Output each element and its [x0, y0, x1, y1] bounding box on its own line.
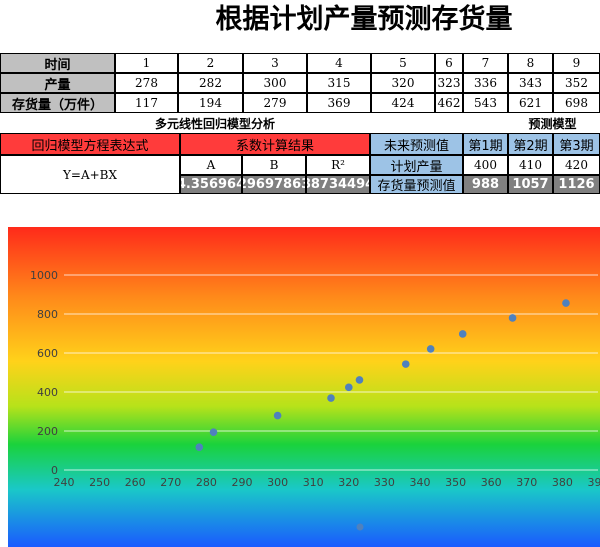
stock-forecast-label: 存货量预测值 [370, 175, 463, 194]
table-period-cell: 6 [435, 53, 463, 73]
table-output-cell: 343 [508, 73, 553, 93]
x-tick-label: 360 [481, 476, 502, 489]
page-title: 根据计划产量预测存货量 [215, 4, 513, 35]
plan-label: 计划产量 [370, 155, 463, 175]
table-stock-cell: 462 [435, 93, 463, 113]
table-output-cell: 278 [115, 73, 178, 93]
coef-value: 88734494 [306, 175, 370, 194]
x-tick-label: 380 [552, 476, 573, 489]
stock-forecast-value: 988 [463, 175, 508, 194]
x-tick-label: 390 [588, 476, 600, 489]
forecast-period-label: 第3期 [553, 133, 600, 155]
y-tick-label: 400 [37, 386, 58, 399]
y-tick-label: 600 [37, 347, 58, 360]
table-stock-cell: 621 [508, 93, 553, 113]
table-stock-cell: 194 [178, 93, 243, 113]
data-point [508, 314, 517, 322]
x-tick-label: 370 [516, 476, 537, 489]
x-tick-label: 340 [410, 476, 431, 489]
data-point [345, 383, 353, 392]
table-period-cell: 5 [371, 53, 435, 73]
data-point [355, 376, 364, 384]
x-tick-label: 300 [267, 476, 288, 489]
x-tick-label: 240 [54, 476, 75, 489]
table-header-time: 时间 [0, 53, 115, 73]
legend-marker [356, 523, 364, 531]
x-tick-label: 250 [89, 476, 110, 489]
table-row-label-stock: 存货量（万件） [0, 93, 115, 113]
table-stock-cell: 369 [307, 93, 371, 113]
table-stock-cell: 543 [463, 93, 508, 113]
stock-forecast-value: 1057 [508, 175, 553, 194]
table-period-cell: 2 [178, 53, 243, 73]
data-point [426, 345, 435, 353]
stock-forecast-value: 1126 [553, 175, 600, 194]
coef-label: B [242, 155, 306, 175]
coef-label: A [180, 155, 242, 175]
data-point [273, 411, 282, 420]
data-point [209, 428, 218, 436]
table-period-cell: 7 [463, 53, 508, 73]
data-point [562, 299, 570, 307]
table-period-cell: 9 [553, 53, 600, 73]
chart-background [8, 227, 600, 547]
plan-value: 420 [553, 155, 600, 175]
y-tick-label: 0 [51, 464, 58, 477]
table-period-cell: 8 [508, 53, 553, 73]
data-point [401, 360, 410, 368]
plan-value: 410 [508, 155, 553, 175]
table-output-cell: 282 [178, 73, 243, 93]
x-tick-label: 320 [338, 476, 359, 489]
equation-value: Y=A+BX [0, 155, 180, 194]
data-point [327, 394, 335, 402]
x-tick-label: 350 [445, 476, 466, 489]
coef-value: 29697863 [242, 175, 306, 194]
table-output-cell: 323 [435, 73, 463, 93]
x-tick-label: 280 [196, 476, 217, 489]
table-stock-cell: 698 [553, 93, 600, 113]
table-output-cell: 300 [243, 73, 307, 93]
y-tick-label: 200 [37, 425, 58, 438]
table-output-cell: 352 [553, 73, 600, 93]
y-tick-label: 1000 [30, 269, 58, 282]
table-output-cell: 320 [371, 73, 435, 93]
analysis-section-title: 多元线性回归模型分析 [154, 116, 275, 131]
data-point [195, 443, 204, 451]
table-row-label-output: 产量 [0, 73, 115, 93]
table-stock-cell: 424 [371, 93, 435, 113]
y-tick-label: 800 [37, 308, 58, 321]
forecast-period-label: 第1期 [463, 133, 508, 155]
table-period-cell: 4 [307, 53, 371, 73]
table-period-cell: 1 [115, 53, 178, 73]
scatter-chart: 0 200 400 600 800 1000 240 250 260 270 280 290 300 3… [8, 227, 600, 547]
table-output-cell: 315 [307, 73, 371, 93]
plan-value: 400 [463, 155, 508, 175]
table-output-cell: 336 [463, 73, 508, 93]
equation-header: 回归模型方程表达式 [0, 133, 180, 155]
x-tick-label: 310 [303, 476, 324, 489]
x-tick-label: 260 [125, 476, 146, 489]
future-label: 未来预测值 [370, 133, 463, 155]
data-point [458, 330, 467, 338]
x-tick-label: 290 [232, 476, 253, 489]
table-stock-cell: 117 [115, 93, 178, 113]
table-period-cell: 3 [243, 53, 307, 73]
table-stock-cell: 279 [243, 93, 307, 113]
coef-value: 4.356964 [180, 175, 242, 194]
coef-label: R² [306, 155, 370, 175]
forecast-section-title: 预测模型 [528, 116, 577, 131]
coef-header: 系数计算结果 [180, 133, 370, 155]
x-tick-label: 270 [160, 476, 181, 489]
x-tick-label: 330 [374, 476, 395, 489]
forecast-period-label: 第2期 [508, 133, 553, 155]
